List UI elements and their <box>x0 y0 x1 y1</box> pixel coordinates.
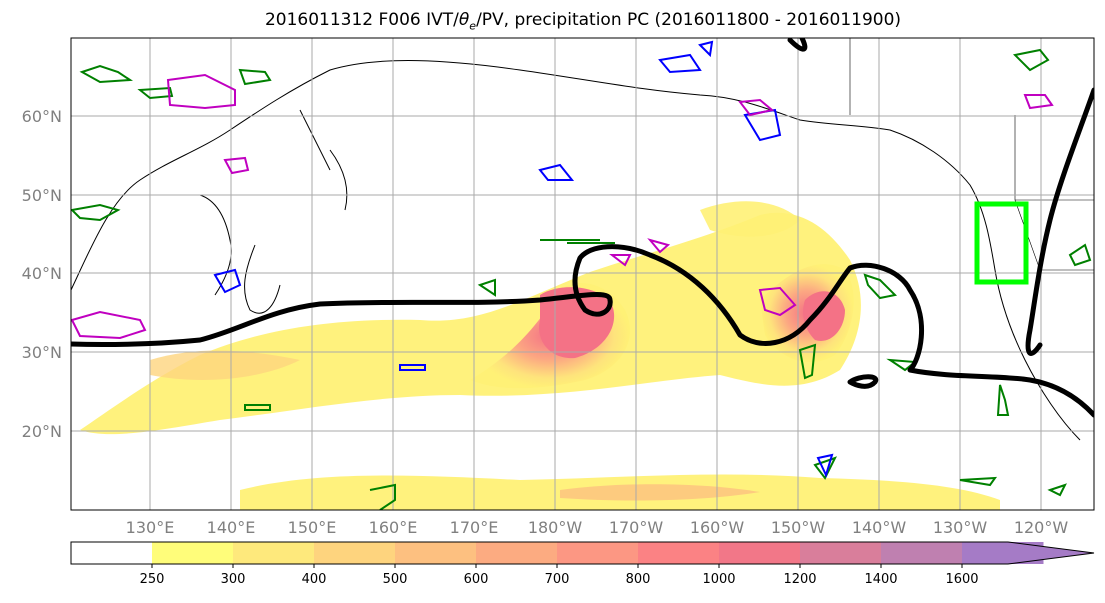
lon-label: 140°E <box>207 518 256 537</box>
lon-label: 170°W <box>609 518 664 537</box>
region-box <box>974 201 1029 285</box>
colorbar-tick-label: 1600 <box>945 572 978 587</box>
latitude-labels: 60°N 50°N 40°N 30°N 20°N <box>22 107 62 441</box>
ivt-shading <box>80 201 1000 510</box>
colorbar-segment <box>233 542 315 564</box>
lon-label: 170°E <box>450 518 499 537</box>
colorbar-tick-label: 400 <box>302 572 327 587</box>
colorbar-segment <box>314 542 396 564</box>
lat-label: 30°N <box>22 343 62 362</box>
colorbar-tick-label: 500 <box>383 572 408 587</box>
lon-label: 160°W <box>690 518 745 537</box>
lat-label: 50°N <box>22 186 62 205</box>
map-border <box>70 37 1095 511</box>
colorbar-tick-label: 250 <box>140 572 165 587</box>
colorbar-tick-label: 300 <box>221 572 246 587</box>
colorbar-segment <box>476 542 558 564</box>
colorbar-segment <box>71 542 153 564</box>
lon-label: 140°W <box>852 518 907 537</box>
map-title: 2016011312 F006 IVT/θe/PV, precipitation… <box>264 10 902 33</box>
colorbar-extend-arrow <box>1008 542 1094 564</box>
lon-label: 130°W <box>933 518 988 537</box>
colorbar-outline <box>70 541 1095 565</box>
colorbar-tick-label: 1200 <box>783 572 816 587</box>
longitude-labels: 130°E 140°E 150°E 160°E 170°E 180°W 170°… <box>126 518 1069 537</box>
lon-label: 160°E <box>369 518 418 537</box>
colorbar-tick-label: 700 <box>545 572 570 587</box>
map-plot-area <box>71 38 1094 510</box>
colorbar-segment <box>152 542 234 564</box>
colorbar-segment <box>638 542 720 564</box>
lon-label: 130°E <box>126 518 175 537</box>
graticule <box>71 38 1094 510</box>
colorbar-segment <box>800 542 882 564</box>
colorbar-tick-label: 1000 <box>702 572 735 587</box>
colorbar-segment <box>395 542 477 564</box>
theta-e-contour <box>71 38 1094 418</box>
lon-label: 180°W <box>528 518 583 537</box>
colorbar-tick-label: 800 <box>626 572 651 587</box>
pv-contours-magenta <box>71 73 1054 340</box>
colorbar-segment <box>719 542 801 564</box>
pv-contours-blue <box>213 40 834 478</box>
lat-label: 60°N <box>22 107 62 126</box>
colorbar: 250 300 400 500 600 700 800 1000 1200 1400 1600 <box>70 541 1095 587</box>
pv-contours-green <box>71 48 1092 510</box>
lat-label: 40°N <box>22 264 62 283</box>
lon-label: 150°E <box>288 518 337 537</box>
colorbar-segment <box>881 542 963 564</box>
colorbar-tick-label: 600 <box>464 572 489 587</box>
colorbar-segment <box>557 542 639 564</box>
lon-label: 150°W <box>771 518 826 537</box>
colorbar-tick-label: 1400 <box>864 572 897 587</box>
lon-label: 120°W <box>1014 518 1069 537</box>
lat-label: 20°N <box>22 422 62 441</box>
